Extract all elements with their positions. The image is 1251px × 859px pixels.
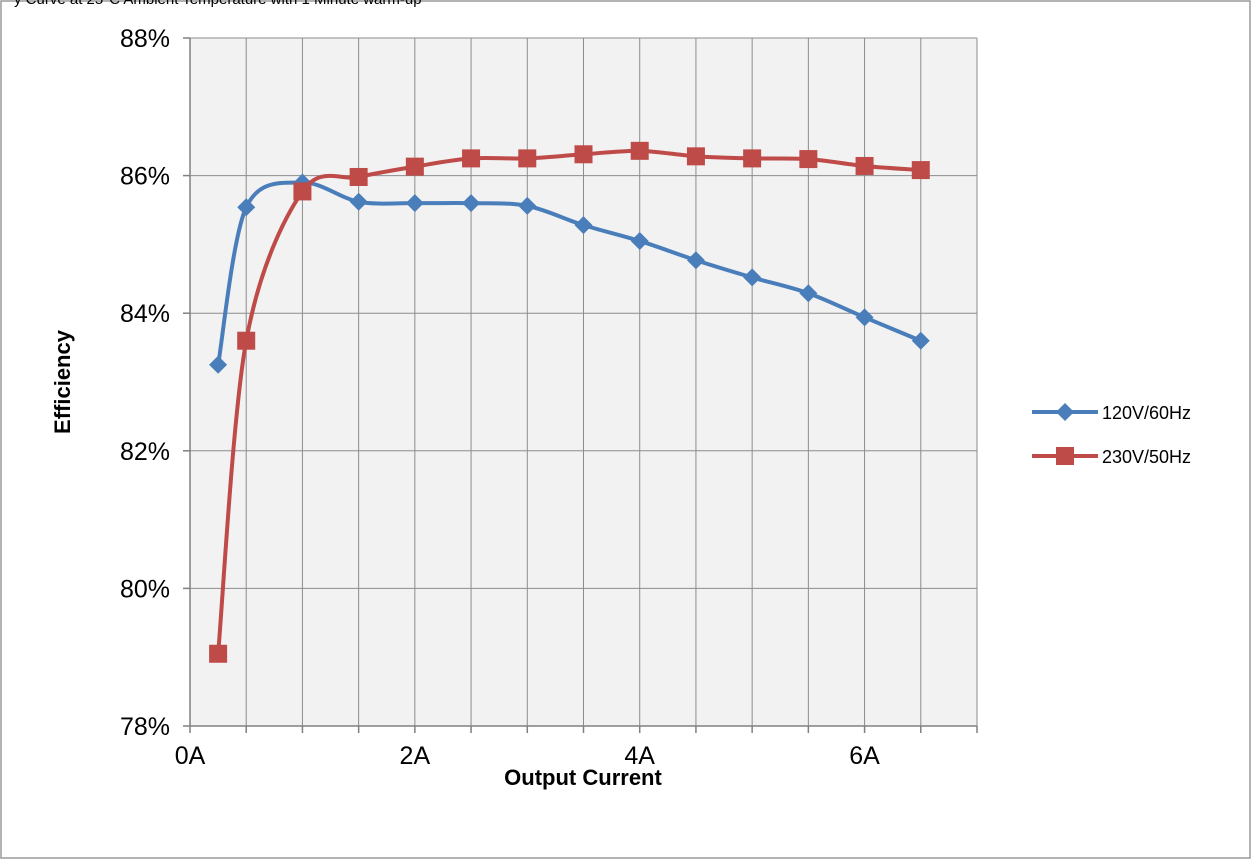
y-tick-label: 78% (120, 713, 170, 741)
data-point (743, 268, 762, 287)
data-point (518, 149, 537, 168)
data-point (911, 161, 930, 180)
data-point (743, 149, 762, 168)
legend-item: 120V/60Hz (1032, 403, 1191, 423)
data-point (574, 145, 593, 164)
data-point (686, 147, 705, 166)
data-point (349, 192, 368, 211)
data-point (209, 644, 228, 663)
legend-label: 120V/60Hz (1102, 403, 1191, 423)
data-point (574, 216, 593, 235)
series-230v-50hz (209, 141, 930, 663)
data-point (237, 198, 256, 217)
x-tick-label: 2A (400, 742, 431, 770)
data-point (462, 149, 481, 168)
data-point (630, 231, 649, 250)
y-tick-label: 86% (120, 163, 170, 191)
data-point (405, 157, 424, 176)
tick-labels: 78% 80% 82% 84% 86% 88% 0A 2A 4A 6A (120, 25, 880, 770)
series-120v-60hz (209, 173, 930, 374)
x-tick-label: 6A (849, 742, 880, 770)
y-tick-label: 82% (120, 438, 170, 466)
y-axis-title: Efficiency (50, 329, 75, 434)
data-point (349, 167, 368, 186)
caption-text: y Curve at 25°C Ambient Temperature with… (14, 0, 422, 8)
legend-swatch-marker (1056, 447, 1074, 465)
data-point (855, 308, 874, 327)
data-point (630, 141, 649, 160)
data-point (911, 331, 930, 350)
data-point (209, 355, 228, 374)
data-point (237, 331, 256, 350)
series-line (216, 148, 921, 654)
data-point (686, 251, 705, 270)
axes (183, 37, 978, 733)
legend-swatch-marker (1056, 403, 1074, 421)
data-point (462, 194, 481, 213)
data-point (799, 284, 818, 303)
y-tick-label: 80% (120, 575, 170, 603)
data-point (518, 196, 537, 215)
legend-label: 230V/50Hz (1102, 447, 1191, 467)
x-axis-title: Output Current (504, 765, 662, 790)
legend: 120V/60Hz 230V/50Hz (1032, 403, 1191, 467)
data-point (855, 156, 874, 175)
y-tick-label: 88% (120, 25, 170, 53)
x-tick-label: 0A (175, 742, 206, 770)
data-point (799, 150, 818, 169)
y-tick-label: 84% (120, 300, 170, 328)
x-tick-label: 4A (624, 742, 655, 770)
legend-item: 230V/50Hz (1032, 447, 1191, 467)
data-point (293, 182, 312, 201)
series-layer (209, 141, 930, 663)
data-point (405, 194, 424, 213)
